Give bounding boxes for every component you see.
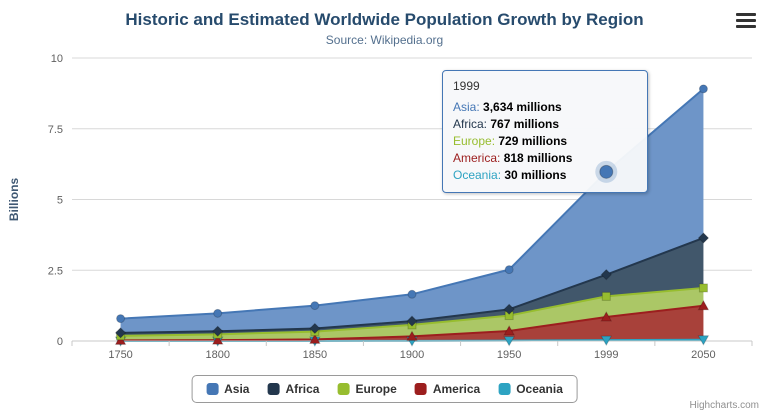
tooltip-row: America: 818 millions xyxy=(453,150,637,167)
x-axis-label: 1850 xyxy=(303,349,327,361)
marker-diamond[interactable] xyxy=(697,232,710,244)
marker-square[interactable] xyxy=(601,291,611,301)
tooltip-series-value: 767 millions xyxy=(490,117,560,131)
legend-label: America xyxy=(432,382,481,396)
legend: Asia Africa Europe America Oceania xyxy=(191,375,578,403)
legend-item-asia[interactable]: Asia xyxy=(206,382,249,396)
legend-label: Oceania xyxy=(516,382,563,396)
marker-circle[interactable] xyxy=(310,301,320,311)
credits-link[interactable]: Highcharts.com xyxy=(689,400,759,411)
legend-item-america[interactable]: America xyxy=(414,382,481,396)
tooltip-series-name: Africa: xyxy=(453,117,491,131)
marker-triangle-down[interactable] xyxy=(697,335,710,346)
tooltip-series-name: America: xyxy=(453,151,504,165)
tooltip-header: 1999 xyxy=(453,79,480,93)
marker-circle[interactable] xyxy=(698,84,708,94)
hamburger-icon xyxy=(736,13,756,16)
marker-circle[interactable] xyxy=(504,265,514,275)
legend-swatch xyxy=(267,383,280,395)
x-axis-label: 2050 xyxy=(691,349,715,361)
legend-label: Asia xyxy=(224,382,250,396)
marker-triangle[interactable] xyxy=(406,330,418,341)
tooltip-row: Oceania: 30 millions xyxy=(453,167,637,184)
legend-item-europe[interactable]: Europe xyxy=(337,382,397,396)
tooltip-row: Africa: 767 millions xyxy=(453,116,637,133)
legend-item-africa[interactable]: Africa xyxy=(267,382,319,396)
y-axis-label: 7.5 xyxy=(48,124,63,136)
legend-item-oceania[interactable]: Oceania xyxy=(498,382,563,396)
marker-triangle[interactable] xyxy=(697,299,710,311)
area-africa[interactable] xyxy=(120,237,704,336)
marker-triangle-down[interactable] xyxy=(600,335,613,347)
tooltip-series-value: 818 millions xyxy=(503,151,573,165)
legend-label: Europe xyxy=(355,382,397,396)
marker-triangle[interactable] xyxy=(309,333,321,344)
tooltip-row: Europe: 729 millions xyxy=(453,133,637,150)
marker-diamond[interactable] xyxy=(600,268,612,281)
marker-circle[interactable] xyxy=(116,314,126,324)
chart-title: Historic and Estimated Worldwide Populat… xyxy=(125,10,644,29)
marker-diamond[interactable] xyxy=(309,322,321,335)
context-menu-button[interactable] xyxy=(735,11,757,30)
marker-triangle-down[interactable] xyxy=(503,336,515,347)
tooltip-series-value: 729 millions xyxy=(498,134,568,148)
marker-square[interactable] xyxy=(698,283,708,293)
marker-diamond[interactable] xyxy=(114,327,127,339)
tooltip-series-name: Europe: xyxy=(453,134,499,148)
x-axis-label: 1750 xyxy=(108,349,132,361)
y-axis-title: Billions xyxy=(7,178,21,222)
legend-label: Africa xyxy=(285,382,320,396)
marker-diamond[interactable] xyxy=(212,325,224,338)
marker-triangle[interactable] xyxy=(114,334,127,345)
tooltip-series-name: Asia: xyxy=(453,100,484,114)
marker-triangle[interactable] xyxy=(600,310,613,322)
area-asia[interactable] xyxy=(120,88,704,333)
chart-subtitle: Source: Wikipedia.org xyxy=(325,33,444,47)
legend-swatch xyxy=(498,383,511,395)
tooltip-row: Asia: 3,634 millions xyxy=(453,99,637,116)
y-axis-label: 0 xyxy=(57,336,63,348)
legend-swatch xyxy=(414,383,427,395)
marker-diamond[interactable] xyxy=(406,315,418,327)
marker-diamond[interactable] xyxy=(503,303,515,316)
legend-swatch xyxy=(206,383,219,395)
x-axis-label: 1999 xyxy=(594,349,618,361)
marker-triangle[interactable] xyxy=(503,325,515,336)
y-axis-label: 5 xyxy=(57,195,63,207)
x-axis-label: 1900 xyxy=(400,349,424,361)
hamburger-icon xyxy=(736,19,756,22)
tooltip: 1999 Asia: 3,634 millions Africa: 767 mil… xyxy=(442,70,648,193)
tooltip-series-value: 3,634 millions xyxy=(483,100,562,114)
marker-circle[interactable] xyxy=(407,289,417,299)
hamburger-icon xyxy=(736,25,756,28)
marker-circle[interactable] xyxy=(213,308,223,318)
area-america[interactable] xyxy=(120,305,704,341)
tooltip-series-value: 30 millions xyxy=(504,168,567,182)
x-axis-label: 1950 xyxy=(497,349,521,361)
x-axis-label: 1800 xyxy=(205,349,229,361)
legend-swatch xyxy=(337,383,350,395)
tooltip-rows: Asia: 3,634 millions Africa: 767 millions… xyxy=(453,99,637,184)
marker-triangle[interactable] xyxy=(211,334,224,345)
y-axis-label: 2.5 xyxy=(48,265,63,277)
tooltip-series-name: Oceania: xyxy=(453,168,505,182)
y-axis-label: 10 xyxy=(51,53,63,65)
